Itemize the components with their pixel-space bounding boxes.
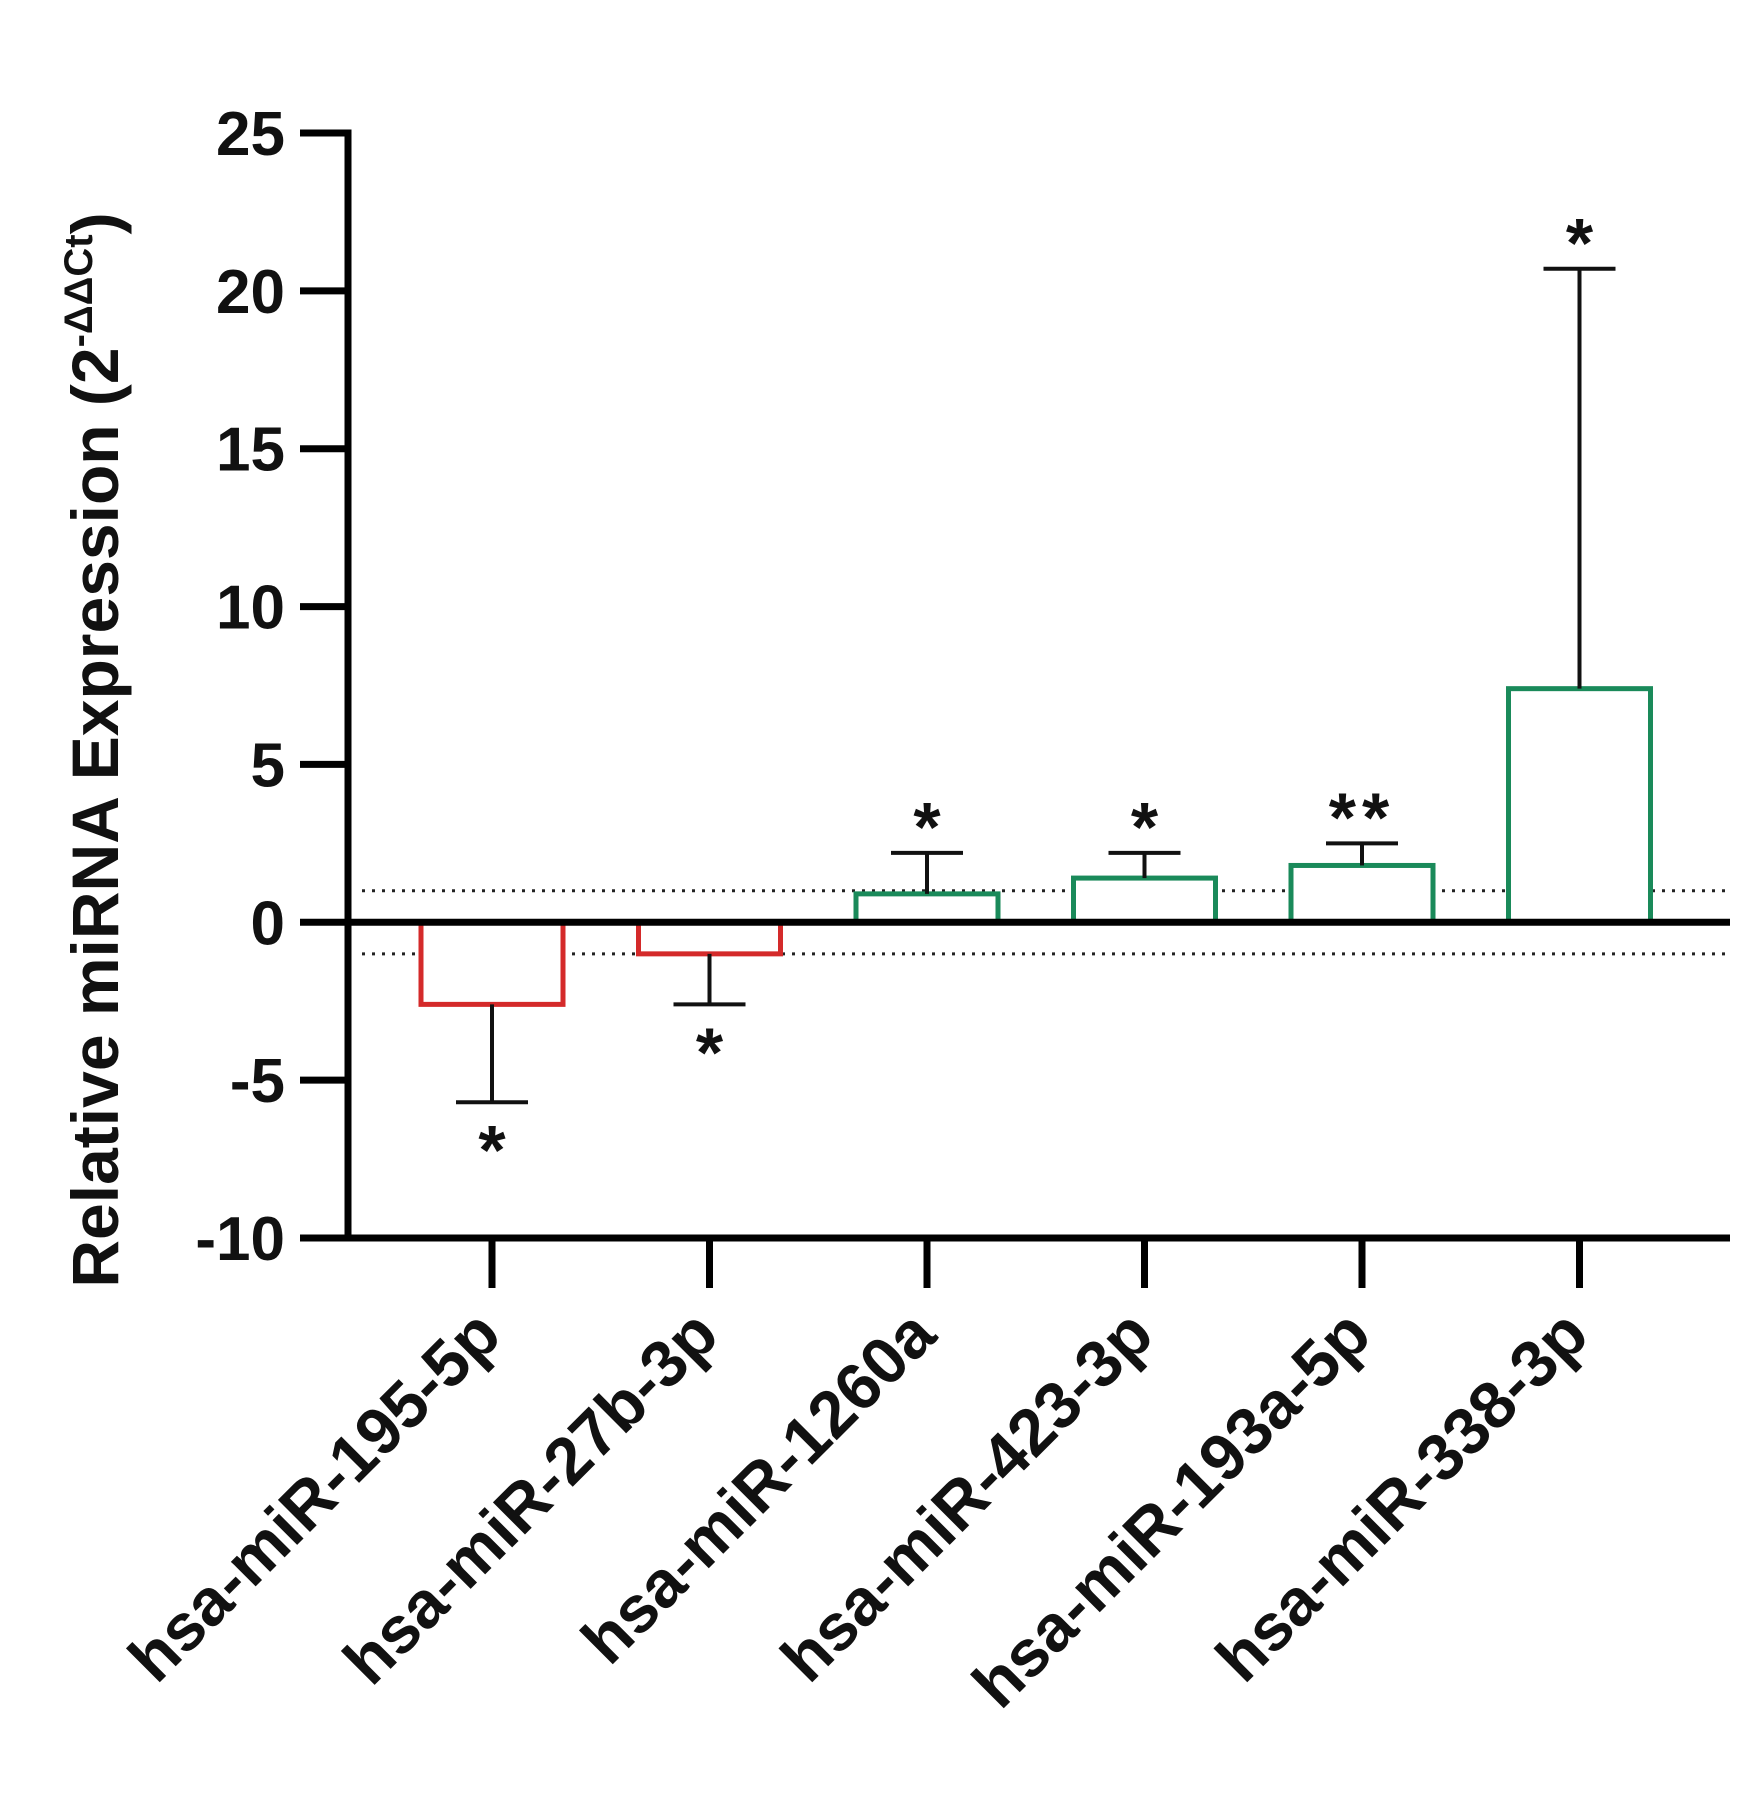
category-label: hsa-miR-193a-5p xyxy=(958,1296,1384,1722)
bar-hsa-miR-193a-5p xyxy=(1288,862,1436,925)
significance-mark: * xyxy=(1566,204,1594,282)
significance-mark: * xyxy=(696,1013,724,1091)
axes xyxy=(344,129,1730,1242)
significance-mark: * xyxy=(913,788,941,866)
y-tick-label: -10 xyxy=(195,1205,285,1274)
y-tick-label: 25 xyxy=(216,100,285,169)
y-axis-title-superscript: -ΔΔCt xyxy=(57,234,101,347)
y-tick-label: 0 xyxy=(251,889,285,958)
y-axis-title-main: Relative miRNA Expression (2 xyxy=(58,347,132,1287)
significance-mark: * xyxy=(478,1111,506,1189)
bar-hsa-miR-338-3p xyxy=(1506,686,1653,925)
y-tick-label: 20 xyxy=(216,258,285,327)
significance-mark: ** xyxy=(1329,778,1395,856)
category-label: hsa-miR-338-3p xyxy=(1202,1296,1602,1696)
reference-lines xyxy=(362,889,1730,956)
y-axis-title-close: ) xyxy=(58,212,132,234)
y-tick-label: 5 xyxy=(251,731,285,800)
bar-hsa-miR-195-5p xyxy=(418,919,566,1007)
category-label: hsa-miR-27b-3p xyxy=(329,1296,731,1698)
significance-marks: *** * *** xyxy=(478,204,1594,1189)
y-ticks: -10 -5 0 5 10 15 20 25 xyxy=(195,100,348,1274)
y-tick-label: 10 xyxy=(216,574,285,643)
category-label: hsa-miR-195-5p xyxy=(114,1296,514,1696)
x-ticks xyxy=(488,1238,1583,1288)
category-labels: hsa-miR-195-5phsa-miR-27b-3phsa-miR-1260… xyxy=(114,1295,1601,1722)
bars xyxy=(418,686,1653,1007)
y-axis-title: Relative miRNA Expression (2-ΔΔCt) xyxy=(57,212,132,1287)
error-bars xyxy=(456,266,1616,1105)
category-label: hsa-miR-423-3p xyxy=(767,1296,1167,1696)
y-tick-label: -5 xyxy=(230,1047,285,1116)
bar-hsa-miR-423-3p xyxy=(1071,875,1218,925)
bar-hsa-miR-1260a xyxy=(853,891,1001,925)
y-tick-label: 15 xyxy=(216,416,285,485)
bar-hsa-miR-27b-3p xyxy=(636,919,783,957)
significance-mark: * xyxy=(1131,788,1159,866)
